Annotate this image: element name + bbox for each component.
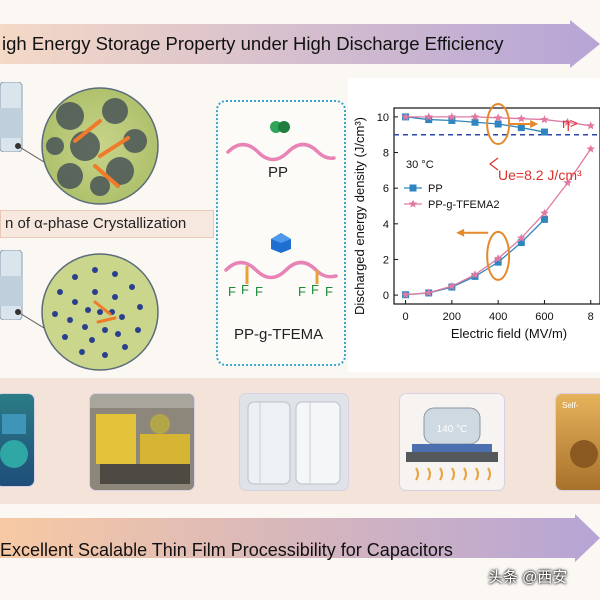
- watermark: 头条 @西安: [488, 569, 568, 586]
- energy-density-chart: 0 200 400 600 8 0 2 4 6 8 10 Electric field (MV/m) D…: [348, 78, 600, 372]
- efficiency-pointer-arrowhead: [530, 120, 539, 129]
- connector-line-bottom: [15, 309, 45, 329]
- nucleated-micrograph-icon: [41, 253, 159, 371]
- x-axis-label: Electric field (MV/m): [451, 326, 567, 341]
- ppg-label: PP-g-TFEMA: [234, 326, 324, 343]
- left-panel: n of α-phase Crystallization: [0, 70, 215, 371]
- energy-point: [517, 233, 526, 242]
- efficiency-point: [586, 121, 595, 130]
- fluorine-label: F: [325, 284, 333, 299]
- y-tick-label: 10: [377, 112, 389, 124]
- bottom-banner-arrow: [0, 514, 600, 562]
- efficiency-point: [447, 112, 457, 121]
- tfema-monomer-icon: [271, 233, 291, 253]
- connector-line-top: [15, 143, 45, 163]
- legend-marker: [408, 199, 418, 208]
- x-tick-label: 0: [403, 311, 409, 323]
- crystallization-label-box: n of α-phase Crystallization: [0, 210, 214, 238]
- legend-entry: PP: [428, 183, 443, 195]
- energy-point: [493, 254, 503, 263]
- svg-text:Self-: Self-: [562, 401, 579, 410]
- efficiency-point: [470, 112, 480, 121]
- plot-frame: [393, 107, 600, 305]
- efficiency-point: [517, 114, 526, 123]
- chart-background: [348, 78, 600, 372]
- fluorine-label: F: [255, 284, 263, 299]
- efficiency-point: [471, 118, 479, 126]
- top-banner-arrow: [0, 20, 600, 68]
- y-tick-label: 2: [383, 254, 389, 266]
- reactor-photo: [0, 394, 34, 486]
- y-axis-label: Discharged energy density (J/cm³): [352, 117, 367, 315]
- temperature-label: 30 °C: [406, 159, 434, 171]
- fluorine-label: F: [298, 284, 306, 299]
- energy-point: [586, 144, 595, 153]
- energy-point: [401, 290, 410, 299]
- legend-entry: PP-g-TFEMA2: [428, 199, 500, 211]
- efficiency-point: [425, 116, 433, 124]
- y-tick-label: 8: [383, 148, 389, 160]
- energy-point: [447, 281, 457, 290]
- pp-chain-icon: [226, 142, 336, 162]
- efficiency-point: [563, 117, 572, 126]
- heating-test-diagram: 140 °C: [400, 394, 504, 490]
- crystallization-label: n of α-phase Crystallization: [5, 215, 187, 232]
- energy-point: [540, 215, 548, 223]
- pp-label: PP: [268, 164, 289, 181]
- bottom-banner-title: Excellent Scalable Thin Film Processibil…: [0, 540, 453, 560]
- temp-140-label: 140 °C: [437, 424, 468, 435]
- energy-point: [494, 258, 502, 266]
- film-roll-photo: [240, 394, 348, 490]
- fluorine-label: F: [228, 284, 236, 299]
- x-tick-label: 8: [588, 311, 594, 323]
- vial-top-icon: [0, 82, 23, 152]
- vial-bottom-icon: [0, 250, 23, 320]
- self-healing-photo: Self-: [556, 394, 600, 490]
- structure-panel: PP F F F F F F PP-g-TFEMA: [216, 100, 346, 366]
- y-tick-label: 6: [383, 183, 389, 195]
- ue-arrow: [489, 157, 499, 171]
- energy-point: [563, 178, 572, 187]
- energy-point: [424, 288, 433, 297]
- efficiency-point: [424, 112, 433, 121]
- efficiency-point: [540, 115, 549, 124]
- y-tick-label: 4: [383, 219, 389, 231]
- x-tick-label: 200: [443, 311, 461, 323]
- x-tick-label: 600: [535, 311, 553, 323]
- energy-point: [470, 270, 480, 279]
- ppg-chain-icon: [224, 260, 338, 284]
- efficiency-point: [401, 112, 410, 121]
- energy-highlight-ellipse: [486, 230, 511, 281]
- efficiency-point: [493, 113, 503, 122]
- x-tick-label: 400: [489, 311, 507, 323]
- efficiency-point: [448, 116, 456, 124]
- energy-pointer-arrowhead: [456, 228, 465, 237]
- efficiency-point: [540, 128, 548, 136]
- photo-strip: 140 °C Self-: [0, 378, 600, 504]
- eta-annotation: η>: [562, 115, 578, 131]
- efficiency-point: [494, 120, 502, 128]
- ue-annotation: Ue=8.2 J/cm³: [498, 167, 582, 183]
- energy-point: [540, 208, 549, 217]
- efficiency-point: [517, 124, 525, 132]
- legend-marker: [409, 184, 417, 192]
- y-tick-label: 0: [383, 290, 389, 302]
- propylene-monomer-icon: [270, 121, 290, 133]
- fluorine-label: F: [311, 282, 319, 297]
- alpha-crystal-micrograph-icon: [41, 87, 159, 205]
- fluorine-label: F: [241, 282, 249, 297]
- energy-point: [517, 239, 525, 247]
- top-banner-title: igh Energy Storage Property under High D…: [2, 33, 504, 54]
- extrusion-machine-photo: [90, 394, 194, 490]
